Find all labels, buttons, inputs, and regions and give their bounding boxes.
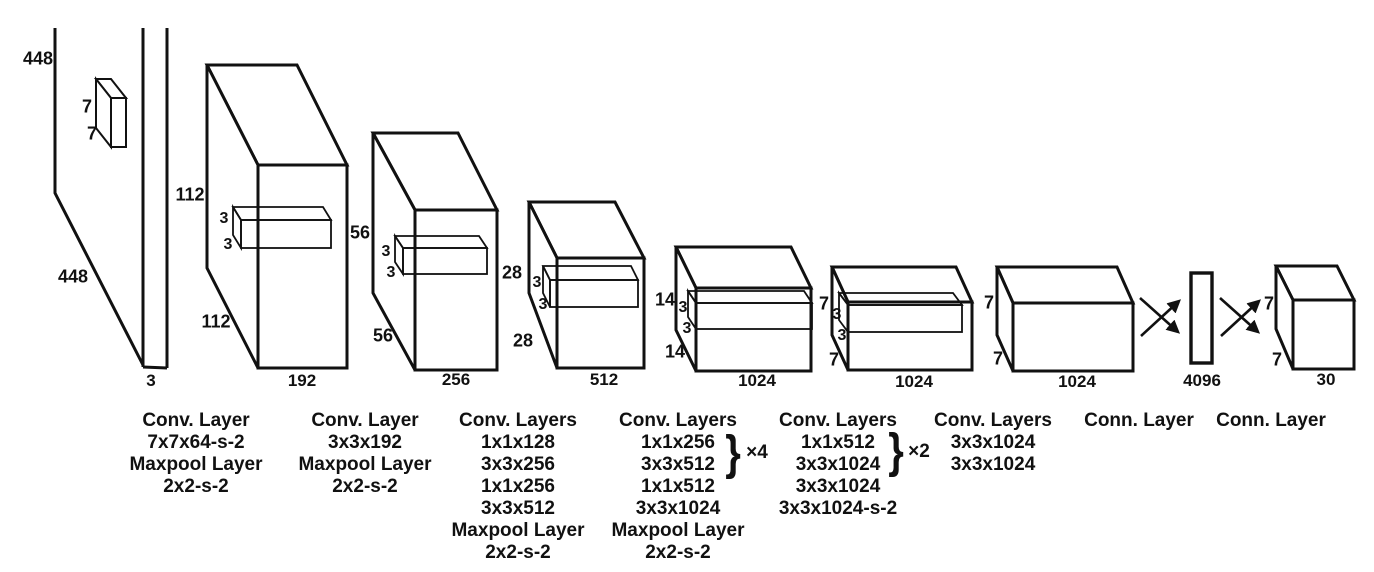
- block3-top-label: 28: [501, 262, 523, 283]
- kernel-box-3: [541, 265, 640, 308]
- caption-line: 3x3x1024: [795, 476, 881, 497]
- block6-top-label: 7: [983, 292, 995, 313]
- caption-line: 3x3x1024: [950, 432, 1036, 453]
- block2-bottom-label: 56: [372, 325, 394, 346]
- caption-line: Conv. Layers: [459, 410, 577, 431]
- block4-top-label: 14: [654, 289, 676, 310]
- caption-line: Conn. Layer: [1084, 410, 1194, 431]
- repeat-brace-x4: }: [725, 427, 741, 480]
- caption-line: 3x3x512: [481, 498, 555, 519]
- caption-line: Conv. Layers: [619, 410, 737, 431]
- caption-line: Maxpool Layer: [451, 520, 585, 541]
- caption-line: 3x3x256: [481, 454, 555, 475]
- input-patch-box: [93, 76, 129, 150]
- caption-line: 7x7x64-s-2: [147, 432, 245, 453]
- input-patch-h-label: 7: [81, 96, 93, 117]
- caption-line: 1x1x512: [641, 476, 715, 497]
- fc-arrows-1: [1139, 297, 1181, 337]
- kernel-box-1: [231, 203, 333, 252]
- kernel-box-5: [837, 290, 964, 335]
- caption-line: 2x2-s-2: [332, 476, 398, 497]
- caption-conn-layer-2: Conn. Layer: [1216, 410, 1326, 432]
- block4-bottom-label: 14: [664, 341, 686, 362]
- fc-size-label: 4096: [1183, 371, 1221, 390]
- caption-line: 1x1x128: [481, 432, 555, 453]
- block5-bottom-label: 7: [828, 349, 840, 370]
- kernel5-w-label: 3: [837, 327, 847, 344]
- kernel2-w-label: 3: [386, 264, 396, 281]
- caption-line: 1x1x256: [481, 476, 555, 497]
- kernel4-h-label: 3: [678, 299, 688, 316]
- repeat-multiplier-x2: ×2: [908, 441, 930, 462]
- caption-line: Conn. Layer: [1216, 410, 1326, 431]
- kernel1-h-label: 3: [219, 210, 229, 227]
- caption-line: Maxpool Layer: [298, 454, 432, 475]
- caption-line: 2x2-s-2: [645, 542, 711, 563]
- caption-line: 3x3x1024: [795, 454, 881, 475]
- caption-conn-layer-1: Conn. Layer: [1084, 410, 1194, 432]
- input-width-label: 448: [57, 266, 89, 287]
- block1-depth-label: 192: [287, 371, 317, 390]
- caption-line: Maxpool Layer: [129, 454, 263, 475]
- input-image-plane: [53, 28, 169, 370]
- kernel1-w-label: 3: [223, 236, 233, 253]
- caption-conv-layers-4: Conv. Layers 1x1x256 3x3x512 1x1x512 3x3…: [611, 410, 744, 564]
- caption-line: 3x3x1024-s-2: [778, 498, 898, 519]
- kernel3-w-label: 3: [538, 296, 548, 313]
- kernel5-h-label: 3: [832, 306, 842, 323]
- input-height-label: 448: [22, 48, 54, 69]
- output-depth-label: 30: [1316, 370, 1336, 389]
- kernel-box-2: [393, 233, 489, 277]
- caption-conv-layer-2: Conv. Layer 3x3x192 Maxpool Layer 2x2-s-…: [298, 410, 431, 498]
- fc-layer-bar: [1189, 271, 1214, 365]
- caption-line: Maxpool Layer: [611, 520, 745, 541]
- conv-block-1024b: [829, 265, 975, 372]
- caption-conv-layers-6: Conv. Layers 3x3x1024 3x3x1024: [934, 410, 1052, 476]
- repeat-brace-x2: }: [888, 425, 904, 478]
- caption-line: 2x2-s-2: [163, 476, 229, 497]
- caption-line: 3x3x512: [641, 454, 715, 475]
- block1-bottom-label: 112: [201, 311, 231, 332]
- caption-line: 1x1x256: [641, 432, 715, 453]
- caption-line: 1x1x512: [801, 432, 875, 453]
- block5-top-label: 7: [818, 293, 830, 314]
- repeat-multiplier-x4: ×4: [746, 442, 768, 463]
- caption-line: Conv. Layer: [311, 410, 419, 431]
- caption-conv-layer-1: Conv. Layer 7x7x64-s-2 Maxpool Layer 2x2…: [129, 410, 262, 498]
- block3-depth-label: 512: [589, 370, 619, 389]
- conv-block-1024c: [994, 265, 1136, 373]
- caption-line: Conv. Layers: [779, 410, 897, 431]
- caption-line: 3x3x1024: [950, 454, 1036, 475]
- output-cube: [1273, 264, 1357, 371]
- caption-line: Conv. Layers: [934, 410, 1052, 431]
- block6-depth-label: 1024: [1058, 372, 1096, 391]
- output-bottom-label: 7: [1271, 349, 1283, 370]
- output-top-label: 7: [1263, 293, 1275, 314]
- block3-bottom-label: 28: [512, 330, 534, 351]
- block2-top-label: 56: [349, 222, 371, 243]
- caption-line: 3x3x1024: [635, 498, 721, 519]
- conv-block-512: [526, 200, 647, 370]
- caption-line: Conv. Layer: [142, 410, 250, 431]
- block4-depth-label: 1024: [738, 371, 776, 390]
- caption-line: 3x3x192: [328, 432, 402, 453]
- input-patch-w-label: 7: [86, 123, 98, 144]
- kernel4-w-label: 3: [682, 320, 692, 337]
- kernel2-h-label: 3: [381, 243, 391, 260]
- block1-top-label: 112: [175, 184, 205, 205]
- block6-bottom-label: 7: [992, 348, 1004, 369]
- caption-conv-layers-3: Conv. Layers 1x1x128 3x3x256 1x1x256 3x3…: [451, 410, 584, 564]
- kernel3-h-label: 3: [532, 274, 542, 291]
- caption-conv-layers-5: Conv. Layers 1x1x512 3x3x1024 3x3x1024 3…: [779, 410, 897, 520]
- kernel-box-4: [686, 288, 814, 332]
- block5-depth-label: 1024: [895, 372, 933, 391]
- fc-arrows-2: [1219, 297, 1261, 337]
- input-depth-label: 3: [146, 371, 156, 390]
- block2-depth-label: 256: [441, 370, 471, 389]
- caption-line: 2x2-s-2: [485, 542, 551, 563]
